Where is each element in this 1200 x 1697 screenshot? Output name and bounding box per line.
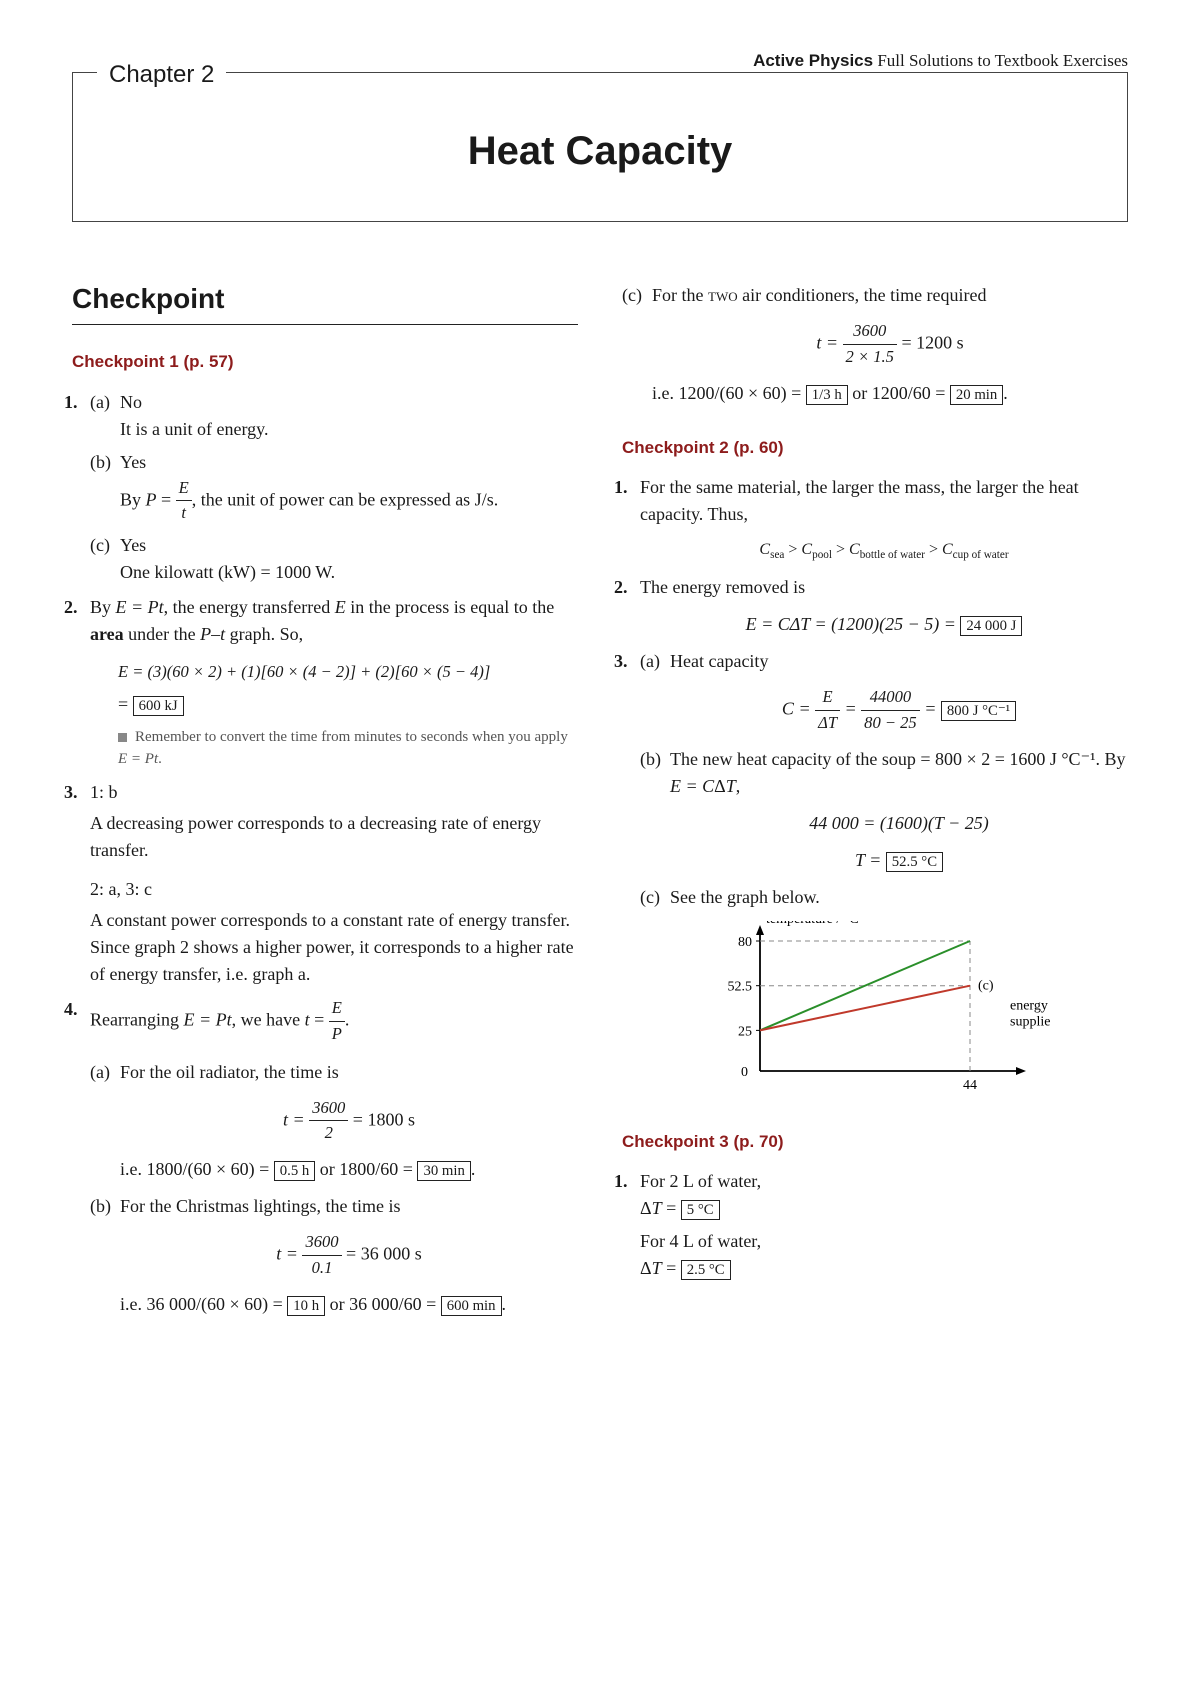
svg-text:(c): (c) [978,979,994,994]
q1c-exp: One kilowatt (kW) = 1000 W. [120,559,578,586]
q2-box: 600 kJ [133,696,184,716]
svg-text:energy: energy [1010,998,1048,1013]
q4b-eq: t = 36000.1 = 36 000 s [120,1230,578,1281]
brand: Active Physics [753,51,873,70]
q1a-ans: No [120,392,142,412]
right-column: (c) For the two air conditioners, the ti… [622,278,1128,1326]
checkpoint-1-ref: Checkpoint 1 (p. 57) [72,349,578,375]
checkpoint-2-ref: Checkpoint 2 (p. 60) [622,435,1128,461]
q1b-exp: By P = Et, the unit of power can be expr… [120,476,578,527]
q4: 4. Rearranging E = Pt, we have t = EP. (… [90,996,578,1318]
cp2-q1: 1. For the same material, the larger the… [640,474,1128,564]
svg-text:80: 80 [738,935,752,950]
q2: 2. By E = Pt, the energy transferred E i… [90,594,578,771]
checkpoint-3-ref: Checkpoint 3 (p. 70) [622,1129,1128,1155]
cp2-q3: 3. (a) Heat capacity C = EΔT = 4400080 −… [640,648,1128,1109]
svg-text:temperature / °C: temperature / °C [766,921,859,927]
q1: 1. (a) No It is a unit of energy. (b) Ye… [90,389,578,587]
graph-3c: temperature / °C energysupplied / kJ (c) 0 2… [710,921,1128,1109]
svg-text:supplied / kJ: supplied / kJ [1010,1014,1050,1029]
running-header: Active Physics Full Solutions to Textboo… [753,48,1128,74]
temperature-energy-graph: temperature / °C energysupplied / kJ (c) 0 2… [710,921,1050,1101]
cp3-q1: 1. For 2 L of water, ΔT = 5 °C For 4 L o… [640,1168,1128,1282]
q4a-eq: t = 36002 = 1800 s [120,1096,578,1147]
q2-note: Remember to convert the time from minute… [118,726,578,771]
svg-text:44: 44 [963,1078,977,1093]
left-column: Checkpoint Checkpoint 1 (p. 57) 1. (a) N… [72,278,578,1326]
section-heading: Checkpoint [72,278,578,325]
q1a-exp: It is a unit of energy. [120,416,578,443]
q1b-ans: Yes [120,452,146,472]
svg-text:25: 25 [738,1024,752,1039]
chapter-title: Heat Capacity [93,121,1107,181]
q3: 3. 1: b A decreasing power corresponds t… [90,779,578,988]
q1c-ans: Yes [120,535,146,555]
svg-text:0: 0 [741,1065,748,1080]
cp2-q2: 2. The energy removed is E = CΔT = (1200… [640,574,1128,638]
svg-text:52.5: 52.5 [728,980,753,995]
chapter-title-box: Chapter 2 Heat Capacity [72,72,1128,222]
cp2-q1-ineq: Csea > Cpool > Cbottle of water > Ccup o… [640,538,1128,564]
chapter-label: Chapter 2 [97,57,226,93]
subtitle: Full Solutions to Textbook Exercises [877,51,1128,70]
content-columns: Checkpoint Checkpoint 1 (p. 57) 1. (a) N… [72,278,1128,1326]
q4c-eq: t = 36002 × 1.5 = 1200 s [652,319,1128,370]
q2-eq: E = (3)(60 × 2) + (1)[60 × (4 − 2)] + (2… [118,660,578,685]
